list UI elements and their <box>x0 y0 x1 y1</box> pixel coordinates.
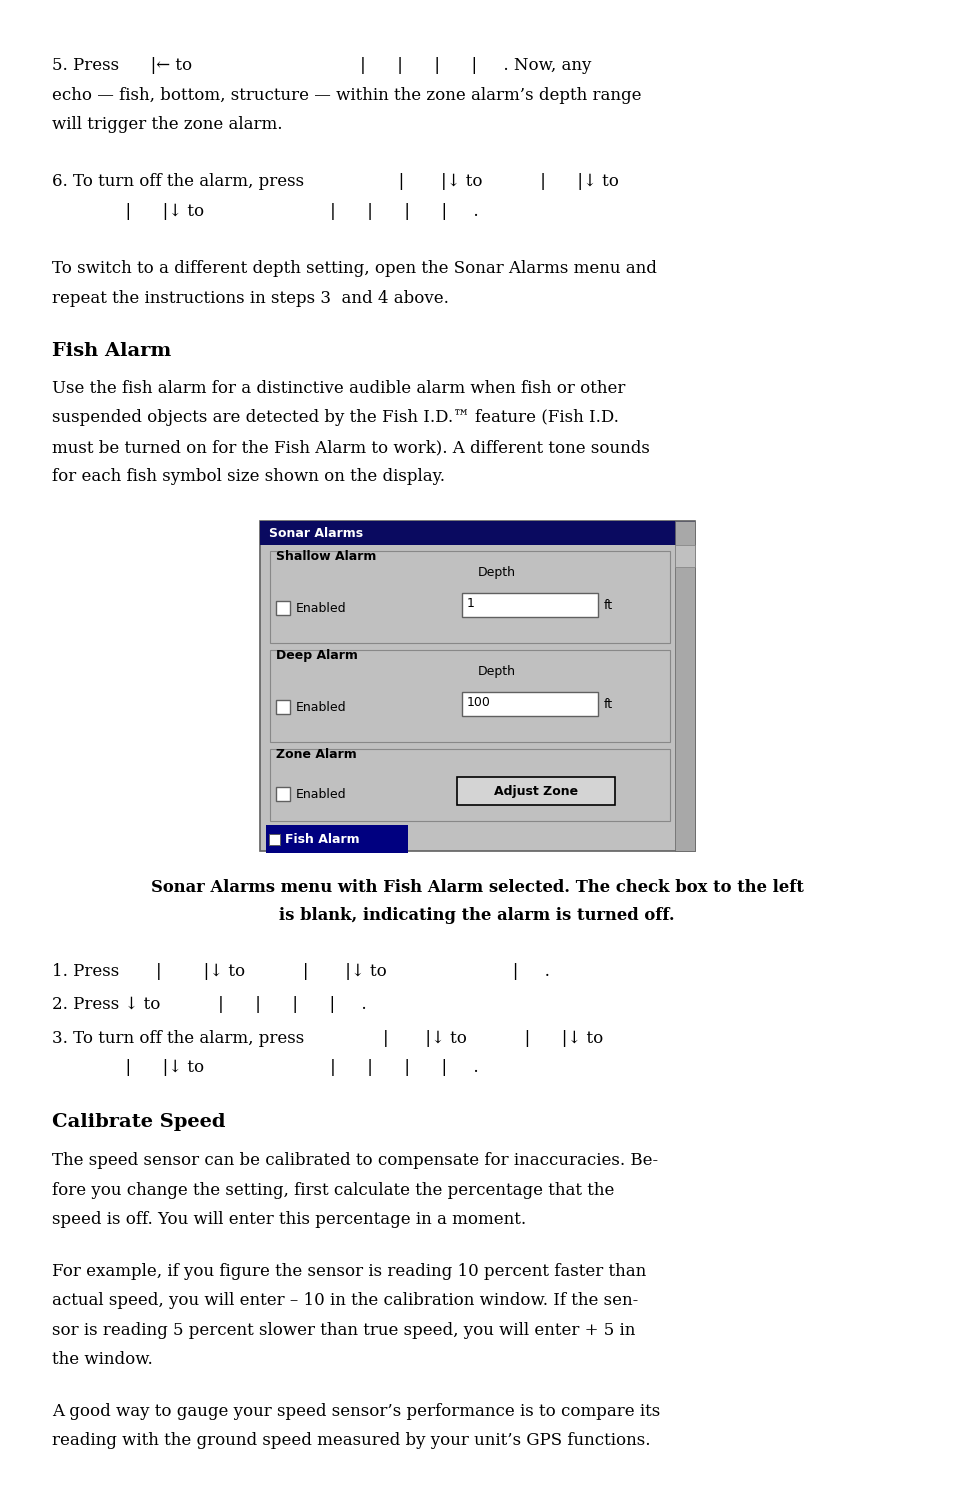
Text: for each fish symbol size shown on the display.: for each fish symbol size shown on the d… <box>52 468 444 485</box>
Text: |      |↓ to                        |      |      |      |     .: | |↓ to | | | | . <box>52 204 478 220</box>
Text: 1. Press       |        |↓ to           |       |↓ to                        |  : 1. Press | |↓ to | |↓ to | <box>52 964 549 980</box>
Text: 2. Press ↓ to           |      |      |      |     .: 2. Press ↓ to | | | | . <box>52 996 366 1014</box>
Bar <box>266 825 408 854</box>
Bar <box>270 749 669 821</box>
Text: actual speed, you will enter – 10 in the calibration window. If the sen-: actual speed, you will enter – 10 in the… <box>52 1292 638 1310</box>
Bar <box>461 593 598 617</box>
Bar <box>675 546 695 568</box>
Bar <box>269 834 280 845</box>
Text: Fish Alarm: Fish Alarm <box>52 342 172 360</box>
Text: Fish Alarm: Fish Alarm <box>285 833 359 846</box>
Text: repeat the instructions in steps 3  and 4 above.: repeat the instructions in steps 3 and 4… <box>52 290 449 306</box>
Text: speed is off. You will enter this percentage in a moment.: speed is off. You will enter this percen… <box>52 1212 525 1228</box>
Text: The speed sensor can be calibrated to compensate for inaccuracies. Be-: The speed sensor can be calibrated to co… <box>52 1152 658 1169</box>
Text: Depth: Depth <box>477 567 516 580</box>
Bar <box>260 520 695 851</box>
Text: Depth: Depth <box>477 666 516 678</box>
Text: sor is reading 5 percent slower than true speed, you will enter + 5 in: sor is reading 5 percent slower than tru… <box>52 1322 635 1338</box>
Text: For example, if you figure the sensor is reading 10 percent faster than: For example, if you figure the sensor is… <box>52 1262 645 1280</box>
Text: Enabled: Enabled <box>295 700 346 714</box>
Text: ft: ft <box>603 599 613 613</box>
Bar <box>275 700 290 714</box>
Text: |      |↓ to                        |      |      |      |     .: | |↓ to | | | | . <box>52 1060 478 1077</box>
Text: Adjust Zone: Adjust Zone <box>494 785 578 799</box>
Text: To switch to a different depth setting, open the Sonar Alarms menu and: To switch to a different depth setting, … <box>52 260 657 278</box>
Text: Deep Alarm: Deep Alarm <box>275 650 357 663</box>
Bar <box>461 693 598 717</box>
Bar <box>275 788 290 801</box>
Text: 5. Press      |← to                                |      |      |      |     . : 5. Press |← to | | | | . <box>52 57 591 74</box>
Text: fore you change the setting, first calculate the percentage that the: fore you change the setting, first calcu… <box>52 1182 614 1199</box>
Text: Sonar Alarms: Sonar Alarms <box>269 526 363 540</box>
Text: 1: 1 <box>467 598 475 611</box>
Text: the window.: the window. <box>52 1352 152 1368</box>
Text: 100: 100 <box>467 696 491 709</box>
Text: echo — fish, bottom, structure — within the zone alarm’s depth range: echo — fish, bottom, structure — within … <box>52 86 640 104</box>
Bar <box>270 552 669 644</box>
Bar <box>675 520 695 851</box>
Text: Sonar Alarms menu with Fish Alarm selected. The check box to the left: Sonar Alarms menu with Fish Alarm select… <box>151 879 802 897</box>
Text: Shallow Alarm: Shallow Alarm <box>275 550 376 564</box>
Text: 6. To turn off the alarm, press                  |       |↓ to           |      : 6. To turn off the alarm, press | |↓ to … <box>52 174 618 190</box>
Text: Enabled: Enabled <box>295 788 346 801</box>
Text: A good way to gauge your speed sensor’s performance is to compare its: A good way to gauge your speed sensor’s … <box>52 1404 659 1420</box>
Text: Use the fish alarm for a distinctive audible alarm when fish or other: Use the fish alarm for a distinctive aud… <box>52 381 625 397</box>
Bar <box>260 520 695 546</box>
Text: Calibrate Speed: Calibrate Speed <box>52 1112 225 1132</box>
Text: ft: ft <box>603 697 613 711</box>
Bar <box>270 650 669 742</box>
Text: Zone Alarm: Zone Alarm <box>275 748 356 761</box>
Text: must be turned on for the Fish Alarm to work). A different tone sounds: must be turned on for the Fish Alarm to … <box>52 439 649 457</box>
Text: suspended objects are detected by the Fish I.D.™ feature (Fish I.D.: suspended objects are detected by the Fi… <box>52 409 618 427</box>
Text: will trigger the zone alarm.: will trigger the zone alarm. <box>52 116 282 132</box>
Bar <box>456 778 615 806</box>
Text: 3. To turn off the alarm, press               |       |↓ to           |      |↓ : 3. To turn off the alarm, press | |↓ to … <box>52 1030 602 1047</box>
Text: Enabled: Enabled <box>295 602 346 616</box>
Text: is blank, indicating the alarm is turned off.: is blank, indicating the alarm is turned… <box>279 907 674 925</box>
Text: reading with the ground speed measured by your unit’s GPS functions.: reading with the ground speed measured b… <box>52 1432 650 1450</box>
Bar <box>275 602 290 616</box>
